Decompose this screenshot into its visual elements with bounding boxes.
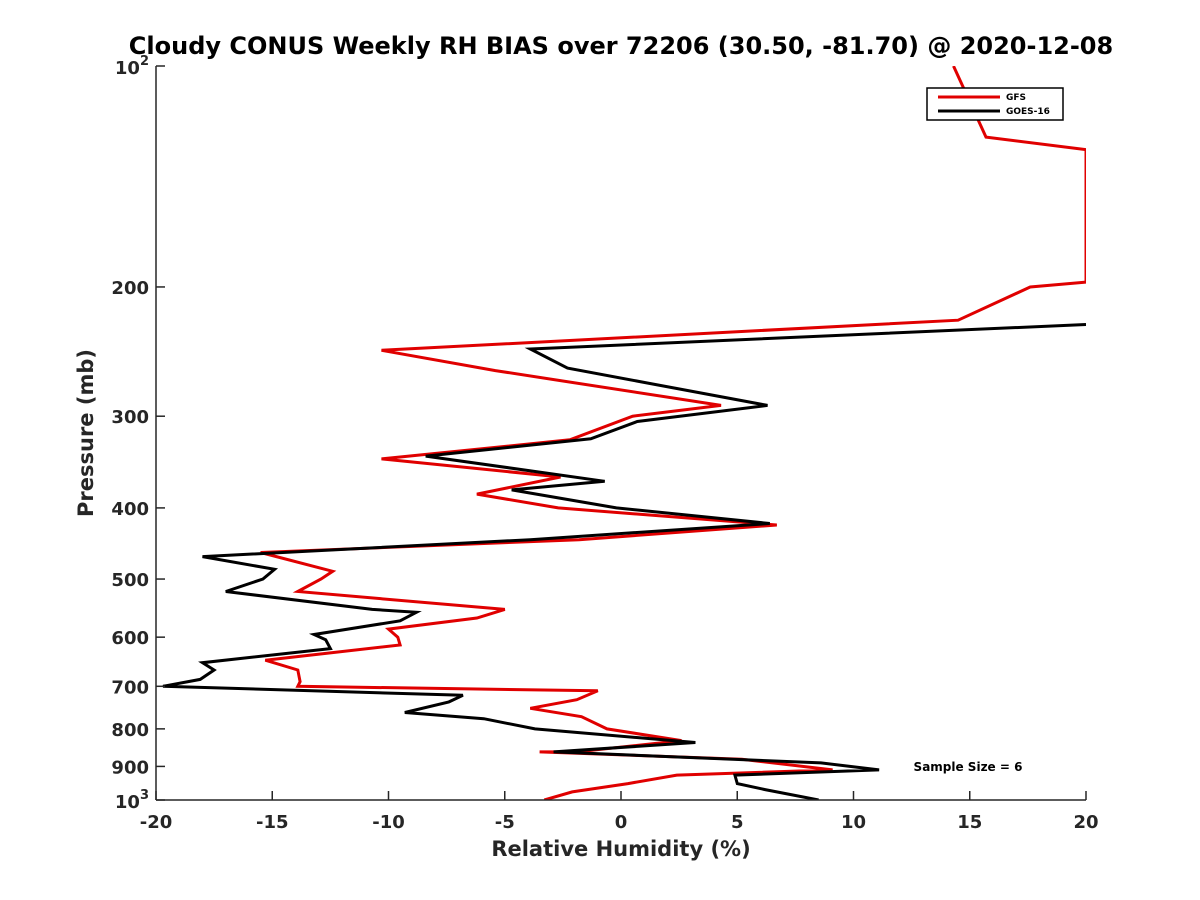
y-tick-label: 700 xyxy=(111,677,149,698)
legend-label: GOES-16 xyxy=(1006,107,1050,117)
axes-layer: -20 -15 -10 -5 0 5 10 15 20 200 300 400 500 600 700 800… xyxy=(111,54,1098,833)
x-axis-label: Relative Humidity (%) xyxy=(491,837,750,861)
tick-exponent: 2 xyxy=(140,54,149,69)
y-tick-label: 400 xyxy=(111,499,149,520)
x-tick-label: 15 xyxy=(957,812,982,833)
series-line-goes-16 xyxy=(162,323,1086,800)
chart-title: Cloudy CONUS Weekly RH BIAS over 72206 (… xyxy=(129,32,1113,60)
y-tick-label-top: 102 xyxy=(115,54,149,79)
legend-label: GFS xyxy=(1006,93,1026,103)
x-tick-label: -15 xyxy=(256,812,289,833)
plot-area: -20 -15 -10 -5 0 5 10 15 20 200 300 400 500 600 700 800… xyxy=(111,54,1098,833)
tick-exponent: 3 xyxy=(140,788,149,803)
x-tick-label: 10 xyxy=(841,812,866,833)
x-tick-label: 0 xyxy=(615,812,628,833)
x-tick-label: -5 xyxy=(495,812,515,833)
legend: GFS GOES-16 xyxy=(926,87,1064,121)
y-tick-label: 300 xyxy=(111,407,149,428)
tick-base: 10 xyxy=(115,58,140,79)
sample-size-annotation: Sample Size = 6 xyxy=(914,760,1023,774)
y-axis-label: Pressure (mb) xyxy=(74,349,98,517)
x-tick-label: -20 xyxy=(140,812,173,833)
legend-box xyxy=(926,87,1064,121)
x-tick-label: 5 xyxy=(731,812,744,833)
y-tick-label-bottom: 103 xyxy=(115,788,149,813)
x-tick-label: -10 xyxy=(372,812,405,833)
tick-base: 10 xyxy=(115,792,140,813)
y-tick-label: 500 xyxy=(111,570,149,591)
y-tick-label: 800 xyxy=(111,720,149,741)
y-tick-label: 200 xyxy=(111,278,149,299)
x-tick-label: 20 xyxy=(1073,812,1098,833)
series-layer xyxy=(162,66,1086,800)
y-tick-label: 900 xyxy=(111,757,149,778)
y-tick-label: 600 xyxy=(111,628,149,649)
